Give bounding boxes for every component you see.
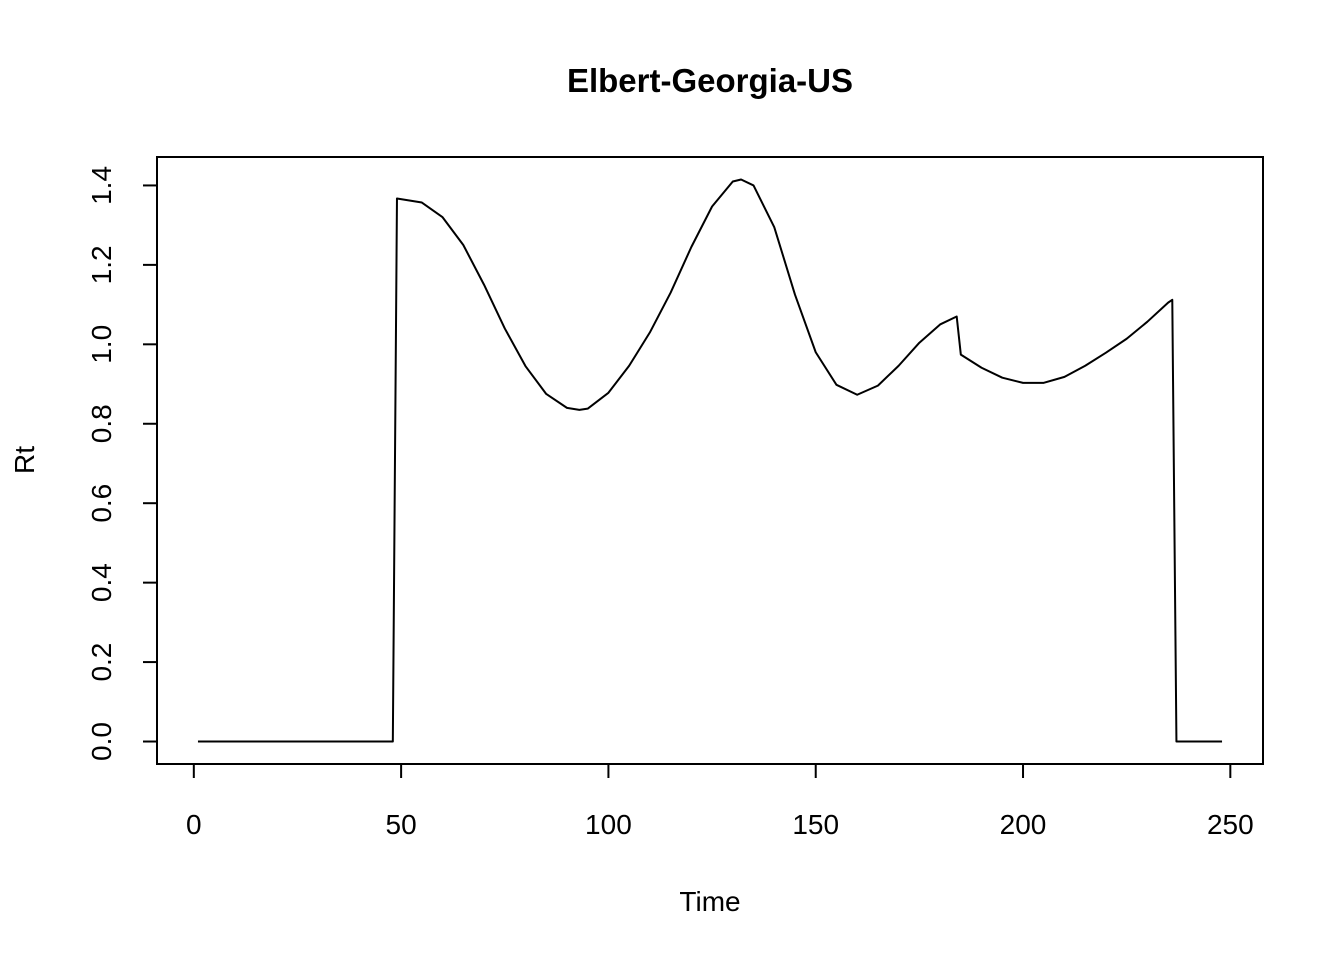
- x-tick-label: 100: [585, 809, 632, 840]
- line-series: [197, 178, 1223, 743]
- plot-box: [156, 156, 1264, 765]
- x-tick-label: 0: [186, 809, 202, 840]
- y-tick-label: 0.0: [86, 722, 117, 761]
- y-tick-label: 0.8: [86, 404, 117, 443]
- chart-title: Elbert-Georgia-US: [567, 62, 853, 99]
- y-tick-label: 0.6: [86, 484, 117, 523]
- x-axis-label: Time: [679, 886, 740, 917]
- x-tick-label: 200: [1000, 809, 1047, 840]
- y-tick-label: 1.2: [86, 245, 117, 284]
- y-tick-label: 1.4: [86, 166, 117, 205]
- y-tick-label: 0.4: [86, 563, 117, 602]
- y-tick-label: 0.2: [86, 643, 117, 682]
- x-tick-label: 50: [386, 809, 417, 840]
- y-tick-label: 1.0: [86, 325, 117, 364]
- x-tick-label: 250: [1207, 809, 1254, 840]
- y-axis-label: Rt: [9, 446, 40, 474]
- x-tick-label: 150: [792, 809, 839, 840]
